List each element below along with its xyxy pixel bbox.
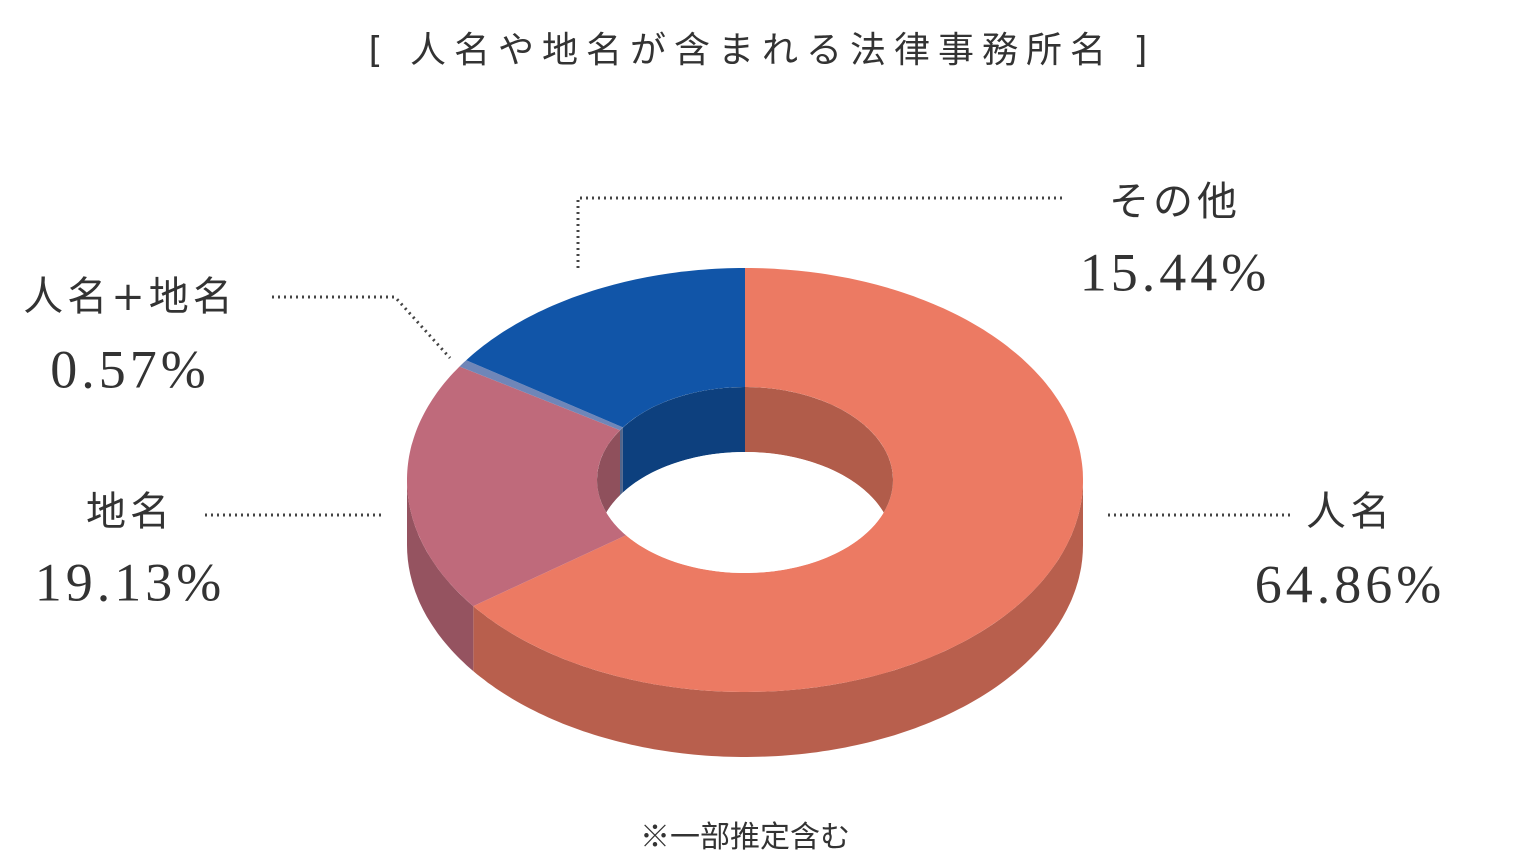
slice [466,268,745,428]
value-label: 19.13% [35,552,225,612]
slice [407,366,626,607]
slice-side [473,480,1083,757]
value-label: 64.86% [1255,554,1445,614]
value-label: 0.57% [50,339,209,399]
slice-label: 人名 [1306,489,1394,535]
slice-inner [745,387,893,545]
slice [459,360,623,431]
chart-title: [ 人名や地名が含まれる法律事務所名 ] [369,30,1156,71]
slice-label: 人名+地名 [23,274,237,320]
slice-inner [620,427,623,496]
leader-line [272,295,452,360]
leader-line [576,196,1062,272]
note: ※一部推定含む [640,820,850,855]
slice-side [407,480,474,672]
slice-label: その他 [1109,179,1241,225]
slice-inner [622,387,745,493]
hole [597,452,893,573]
value-label: 15.44% [1080,242,1270,302]
donut [407,268,1083,757]
slice [473,268,1083,692]
slice-label: 地名 [86,489,174,535]
